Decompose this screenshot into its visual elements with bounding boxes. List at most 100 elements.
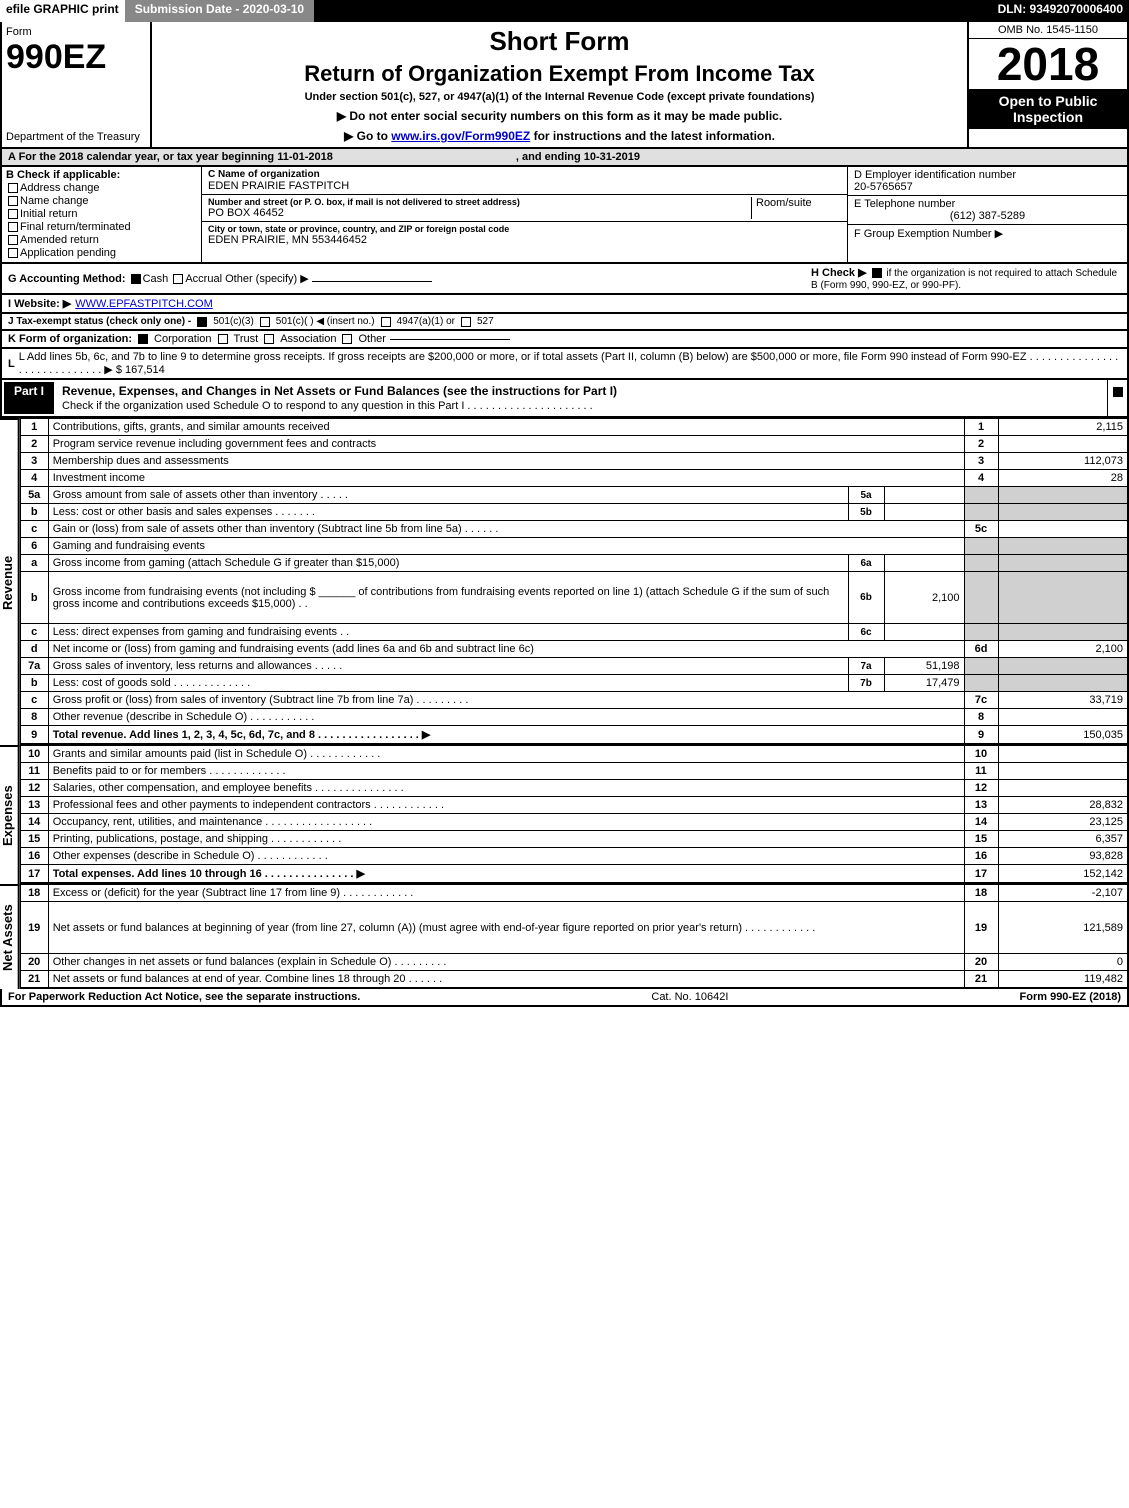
header-left: Form 990EZ Department of the Treasury [2,22,152,147]
return-title: Return of Organization Exempt From Incom… [160,61,959,87]
line-value: 33,719 [998,692,1128,709]
chk-501c[interactable] [260,317,270,327]
phone-val: (612) 387-5289 [854,210,1121,222]
form-header: Form 990EZ Department of the Treasury Sh… [0,22,1129,149]
line-num-box [964,487,998,504]
period-a: A For the 2018 calendar year, or tax yea… [8,151,333,163]
chk-accrual[interactable] [173,274,183,284]
b-label: B Check if applicable: [6,169,197,181]
line-num-box: 5c [964,521,998,538]
line-number: b [20,572,48,624]
line-value: 0 [998,954,1128,971]
sub-line-number: 5a [848,487,884,504]
chk-scheduleb[interactable] [872,268,882,278]
line-value: 152,142 [998,865,1128,884]
chk-label: Initial return [20,208,77,220]
efile-label[interactable]: efile GRAPHIC print [0,0,125,22]
chk-assoc[interactable] [264,334,274,344]
table-row: cLess: direct expenses from gaming and f… [20,624,1128,641]
chk-amended-return[interactable]: Amended return [6,234,197,246]
line-description: Membership dues and assessments [48,453,964,470]
irs-link[interactable]: www.irs.gov/Form990EZ [391,129,530,143]
table-row: bGross income from fundraising events (n… [20,572,1128,624]
page-footer: For Paperwork Reduction Act Notice, see … [0,989,1129,1007]
501c-label: 501(c)( ) ◀ (insert no.) [276,316,375,327]
chk-application-pending[interactable]: Application pending [6,247,197,259]
table-row: 11Benefits paid to or for members . . . … [20,763,1128,780]
trust-label: Trust [234,333,259,345]
table-row: 9Total revenue. Add lines 1, 2, 3, 4, 5c… [20,726,1128,745]
line-value: 23,125 [998,814,1128,831]
chk-trust[interactable] [218,334,228,344]
chk-label: Final return/terminated [20,221,131,233]
line-value: 112,073 [998,453,1128,470]
sub-value [884,487,964,504]
chk-form-other[interactable] [342,334,352,344]
j-label: J Tax-exempt status (check only one) - [8,316,191,327]
chk-501c3[interactable] [197,317,207,327]
line-number: 21 [20,971,48,989]
sub-line-number: 5b [848,504,884,521]
table-row: 3Membership dues and assessments3112,073 [20,453,1128,470]
phone-cell: E Telephone number (612) 387-5289 [848,196,1127,225]
part1-tag: Part I [4,382,54,414]
part1-checkbox[interactable] [1107,380,1127,416]
line-description: Less: cost of goods sold . . . . . . . .… [48,675,848,692]
line-description: Contributions, gifts, grants, and simila… [48,419,964,436]
line-num-box: 11 [964,763,998,780]
other-input[interactable] [312,281,432,282]
line-value [998,487,1128,504]
chk-label: Address change [20,182,100,194]
goto-pre: ▶ Go to [344,129,391,143]
under-section: Under section 501(c), 527, or 4947(a)(1)… [160,91,959,103]
website-link[interactable]: WWW.EPFASTPITCH.COM [75,298,213,310]
line-number: 16 [20,848,48,865]
netassets-section: Net Assets 18Excess or (deficit) for the… [0,884,1129,989]
line-description: Gross profit or (loss) from sales of inv… [48,692,964,709]
line-description: Net assets or fund balances at beginning… [48,902,964,954]
line-num-box: 20 [964,954,998,971]
table-row: 5aGross amount from sale of assets other… [20,487,1128,504]
line-description: Grants and similar amounts paid (list in… [48,746,964,763]
chk-527[interactable] [461,317,471,327]
line-description: Gross income from fundraising events (no… [48,572,848,624]
chk-corp[interactable] [138,334,148,344]
chk-name-change[interactable]: Name change [6,195,197,207]
line-num-box: 16 [964,848,998,865]
line-number: 5a [20,487,48,504]
line-value: 119,482 [998,971,1128,989]
line-number: c [20,521,48,538]
chk-initial-return[interactable]: Initial return [6,208,197,220]
line-number: 6 [20,538,48,555]
period-row: A For the 2018 calendar year, or tax yea… [0,149,1129,167]
line-number: 2 [20,436,48,453]
tax-year: 2018 [969,39,1127,89]
line-description: Total revenue. Add lines 1, 2, 3, 4, 5c,… [48,726,964,745]
chk-4947[interactable] [381,317,391,327]
city-cell: City or town, state or province, country… [202,222,847,248]
part1-title-text: Revenue, Expenses, and Changes in Net As… [62,384,617,398]
expenses-side-label: Expenses [0,745,20,884]
address-cell: Number and street (or P. O. box, if mail… [202,195,847,222]
chk-address-change[interactable]: Address change [6,182,197,194]
form-other-input[interactable] [390,339,510,340]
sub-value [884,624,964,641]
org-name: EDEN PRAIRIE FASTPITCH [208,180,841,192]
line-value [998,504,1128,521]
part1-header: Part I Revenue, Expenses, and Changes in… [0,380,1129,418]
chk-final-return[interactable]: Final return/terminated [6,221,197,233]
chk-label: Application pending [20,247,116,259]
omb-number: OMB No. 1545-1150 [969,22,1127,39]
line-description: Professional fees and other payments to … [48,797,964,814]
line-value [998,746,1128,763]
expenses-table: 10Grants and similar amounts paid (list … [20,745,1129,884]
chk-cash[interactable] [131,274,141,284]
goto-note: ▶ Go to www.irs.gov/Form990EZ for instru… [160,129,959,143]
g-label: G Accounting Method: [8,273,126,285]
line-value: 121,589 [998,902,1128,954]
line-num-box: 1 [964,419,998,436]
line-value: 2,100 [998,641,1128,658]
line-description: Less: cost or other basis and sales expe… [48,504,848,521]
line-description: Excess or (deficit) for the year (Subtra… [48,885,964,902]
table-row: 13Professional fees and other payments t… [20,797,1128,814]
